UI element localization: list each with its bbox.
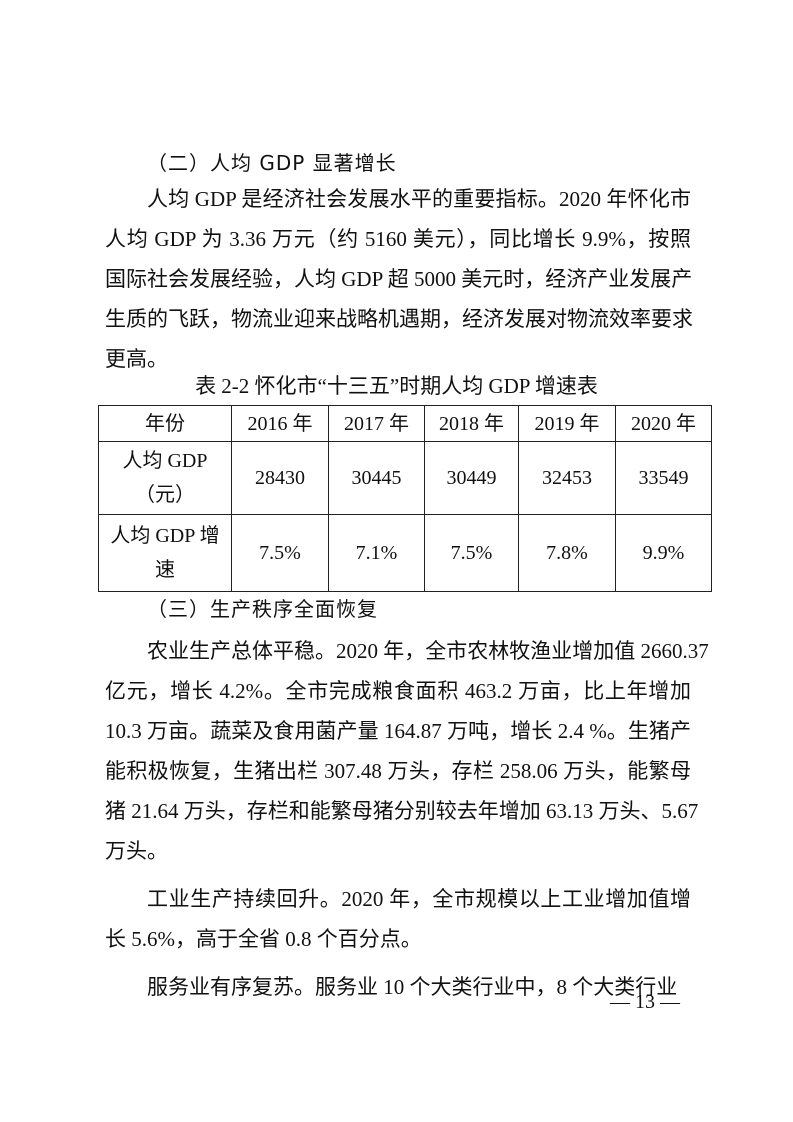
table-cell: 30445	[328, 441, 425, 515]
text-line: 万头。	[105, 839, 168, 863]
text-line: 国际社会发展经验，人均 GDP 超 5000 美元时，经济产业发展产	[105, 267, 693, 291]
text-line: 人均 GDP 为 3.36 万元（约 5160 美元），同比增长 9.9%，按照	[105, 227, 691, 251]
text-line: 猪 21.64 万头，存栏和能繁母猪分别较去年增加 63.13 万头、5.67	[105, 799, 699, 823]
text-line: 工业生产持续回升。2020 年，全市规模以上工业增加值增	[147, 887, 691, 911]
table-cell: 28430	[231, 441, 329, 515]
text-line: 亿元，增长 4.2%。全市完成粮食面积 463.2 万亩，比上年增加	[105, 679, 691, 703]
row-label: 人均 GDP 增速	[98, 514, 232, 592]
text-line: 人均 GDP 是经济社会发展水平的重要指标。2020 年怀化市	[147, 187, 691, 211]
text-line: 能积极恢复，生猪出栏 307.48 万头，存栏 258.06 万头，能繁母	[105, 759, 691, 783]
row-label-line: 速	[155, 559, 175, 581]
table-cell: 7.1%	[328, 514, 425, 592]
row-label-line: 人均 GDP 增	[110, 525, 220, 547]
header-year: 2017 年	[328, 405, 425, 442]
table-cell: 33549	[615, 441, 712, 515]
table-cell: 32453	[518, 441, 616, 515]
table-row: 人均 GDP 增速 7.5% 7.1% 7.5% 7.8% 9.9%	[98, 514, 712, 592]
gdp-table: 年份 2016 年 2017 年 2018 年 2019 年 2020 年 人均 GDP （…	[98, 405, 712, 592]
table-header-row: 年份 2016 年 2017 年 2018 年 2019 年 2020 年	[98, 405, 712, 442]
table-cell: 30449	[424, 441, 519, 515]
header-year: 2016 年	[231, 405, 329, 442]
header-label: 年份	[98, 405, 232, 442]
text-line: 农业生产总体平稳。2020 年，全市农林牧渔业增加值 2660.37	[147, 639, 709, 663]
table-cell: 7.5%	[424, 514, 519, 592]
section-2-heading: （二）人均 GDP 显著增长	[147, 151, 397, 175]
text-line: 长 5.6%，高于全省 0.8 个百分点。	[105, 927, 422, 951]
header-year: 2019 年	[518, 405, 616, 442]
row-label-line: 人均 GDP	[122, 450, 208, 472]
section-3-heading: （三）生产秩序全面恢复	[147, 597, 378, 621]
table-cell: 9.9%	[615, 514, 712, 592]
table-caption: 表 2-2 怀化市“十三五”时期人均 GDP 增速表	[195, 374, 598, 398]
header-year: 2020 年	[615, 405, 712, 442]
table-row: 人均 GDP （元） 28430 30445 30449 32453 33549	[98, 441, 712, 515]
table-cell: 7.5%	[231, 514, 329, 592]
row-label-line: （元）	[135, 484, 195, 506]
table-cell: 7.8%	[518, 514, 616, 592]
text-line: 更高。	[105, 347, 168, 371]
row-label: 人均 GDP （元）	[98, 441, 232, 515]
text-line: 生质的飞跃，物流业迎来战略机遇期，经济发展对物流效率要求	[105, 307, 693, 331]
text-line: 服务业有序复苏。服务业 10 个大类行业中，8 个大类行业	[147, 975, 678, 999]
header-year: 2018 年	[424, 405, 519, 442]
text-line: 10.3 万亩。蔬菜及食用菌产量 164.87 万吨，增长 2.4 %。生猪产	[105, 719, 691, 743]
page-number: — 13 —	[610, 991, 680, 1013]
